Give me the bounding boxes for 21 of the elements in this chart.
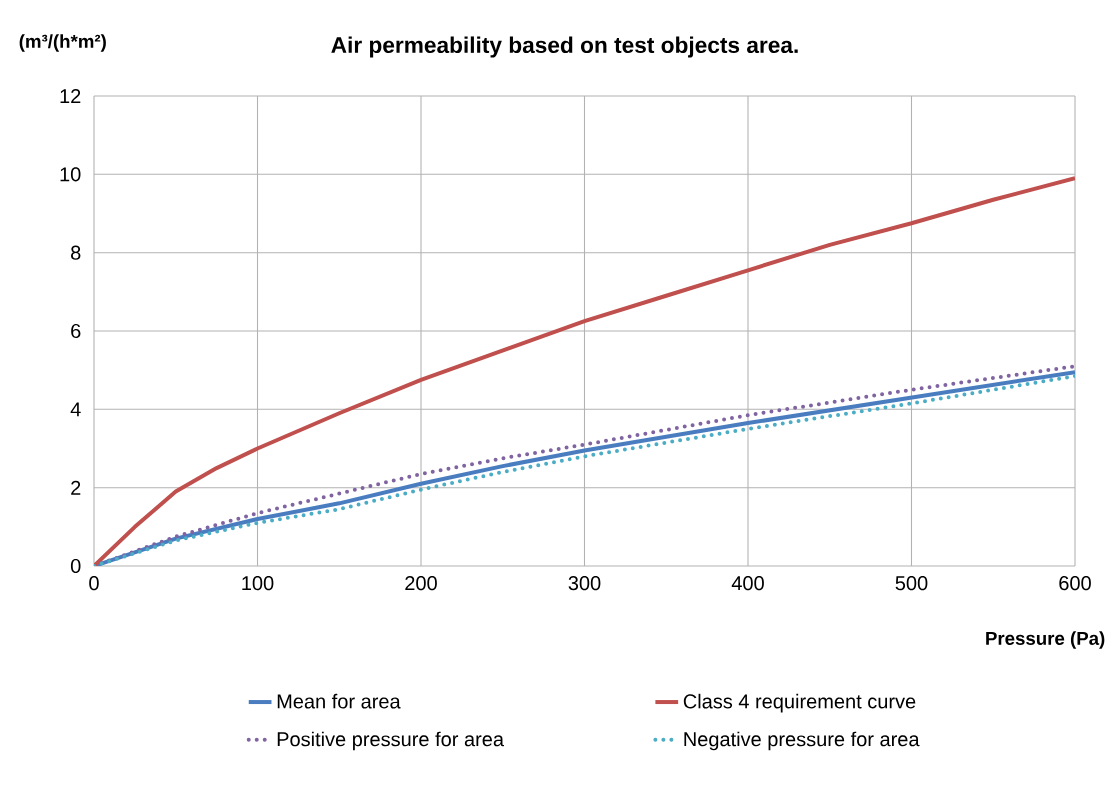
x-tick-label: 500 [895, 576, 928, 591]
legend-label: Mean for area [277, 693, 401, 709]
x-tick-label: 0 [89, 576, 99, 591]
y-tick-label: 10 [60, 167, 81, 182]
y-tick-label: 0 [70, 558, 81, 574]
legend-label: Negative pressure for area [684, 731, 920, 751]
y-axis-title: (m³/(h*m²) [19, 34, 106, 52]
x-tick-label: 200 [405, 576, 437, 591]
legend-label: Positive pressure for area [277, 731, 505, 751]
x-axis-title: Pressure (Pa) [986, 631, 1105, 649]
chart-title: Air permeability based on test objects area. [331, 36, 798, 58]
x-tick-label: 300 [568, 576, 601, 591]
y-tick-label: 4 [70, 402, 81, 417]
legend-label: Class 4 requirement curve [683, 693, 916, 713]
y-tick-label: 8 [71, 245, 81, 260]
x-tick-label: 400 [731, 576, 764, 591]
x-tick-label: 100 [242, 576, 274, 591]
x-tick-label: 600 [1059, 576, 1091, 591]
y-tick-label: 2 [71, 480, 81, 495]
y-tick-label: 6 [71, 323, 81, 339]
y-tick-label: 12 [60, 89, 81, 103]
